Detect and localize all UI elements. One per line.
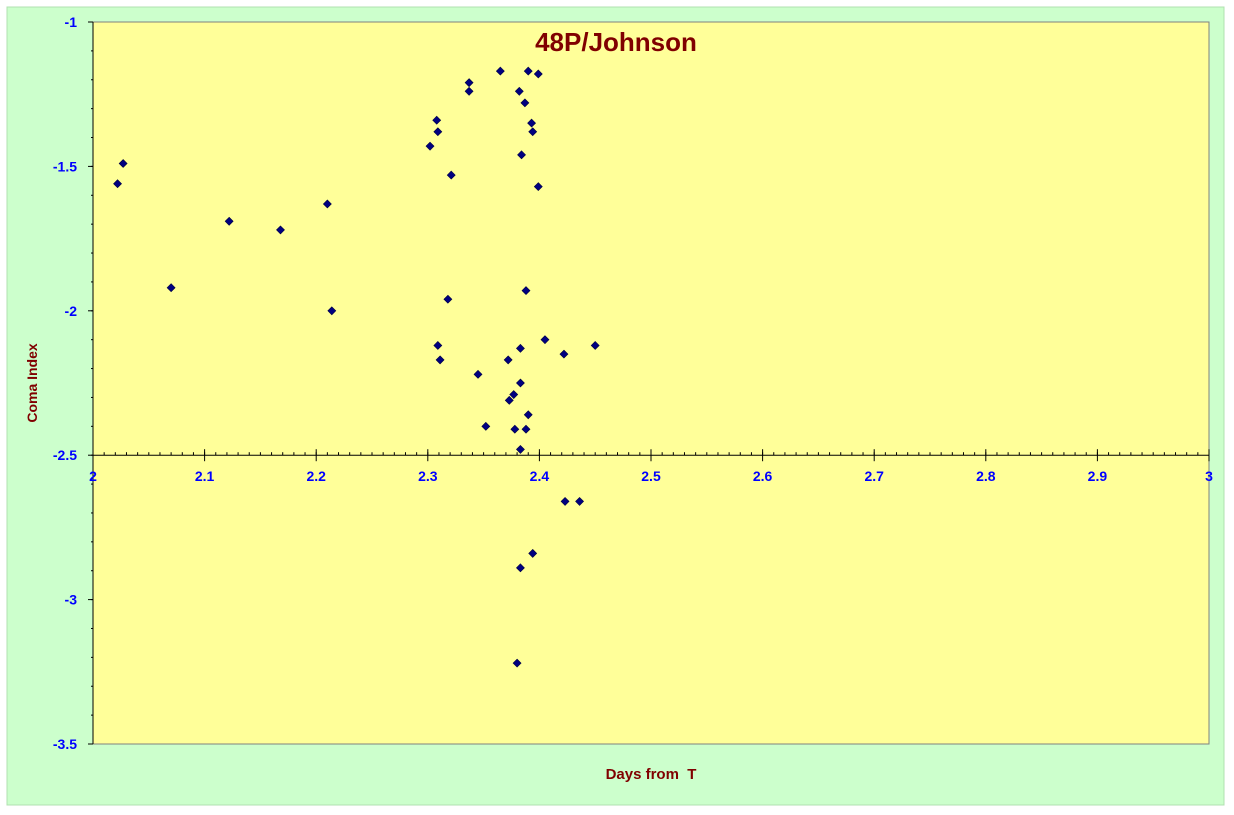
x-tick-label: 2.9 — [1088, 468, 1108, 484]
data-point — [533, 182, 543, 192]
data-point — [464, 86, 474, 96]
y-tick-label: -2 — [65, 303, 78, 319]
y-axis-title: Coma Index — [24, 343, 40, 423]
data-point — [528, 548, 538, 558]
x-tick-label: 2.2 — [306, 468, 326, 484]
x-tick-label: 3 — [1205, 468, 1213, 484]
data-point — [224, 216, 234, 226]
data-point — [425, 141, 435, 151]
data-point — [560, 496, 570, 506]
data-point — [523, 66, 533, 76]
data-point — [540, 335, 550, 345]
data-point — [473, 369, 483, 379]
x-tick-label: 2.1 — [195, 468, 215, 484]
data-point — [528, 127, 538, 137]
plot-area — [92, 21, 1210, 745]
y-tick-label: -2.5 — [53, 447, 77, 463]
y-tick-label: -3 — [65, 592, 78, 608]
data-point — [512, 658, 522, 668]
data-point — [443, 294, 453, 304]
data-point — [118, 159, 128, 168]
data-point — [464, 78, 474, 88]
data-point — [503, 355, 513, 365]
data-point — [481, 421, 491, 431]
y-tick-label: -1 — [65, 14, 78, 30]
x-tick-label: 2.3 — [418, 468, 438, 484]
x-tick-label: 2.5 — [641, 468, 661, 484]
x-tick-label: 2.4 — [530, 468, 550, 484]
data-point — [510, 424, 520, 434]
x-tick-label: 2 — [89, 468, 97, 484]
data-point — [523, 410, 533, 420]
axes-layer: -1 -1.5 -2 -2.5 -3 -3.5 2 2.1 2.2 2.3 2.4 2.5 2.6 2.7… — [53, 14, 1213, 752]
data-point — [590, 341, 600, 350]
x-tick-label: 2.6 — [753, 468, 773, 484]
chart-title: 48P/Johnson — [535, 27, 697, 57]
data-point — [432, 115, 442, 125]
x-axis-title: Days from T — [606, 766, 697, 783]
data-points-layer — [113, 66, 600, 668]
data-point — [575, 496, 585, 506]
data-point — [516, 378, 525, 388]
y-tick-label: -3.5 — [53, 736, 77, 752]
data-point — [322, 199, 332, 209]
data-point — [559, 349, 569, 359]
data-point — [514, 86, 524, 96]
data-point — [527, 118, 537, 128]
data-point — [517, 150, 526, 160]
x-tick-label: 2.8 — [976, 468, 996, 484]
data-point — [113, 179, 122, 189]
data-point — [166, 283, 176, 293]
x-tick-label: 2.7 — [864, 468, 884, 484]
y-tick-label: -1.5 — [53, 158, 77, 174]
data-point — [516, 444, 525, 454]
data-point — [495, 66, 505, 76]
data-point — [516, 343, 525, 353]
data-point — [516, 563, 525, 573]
data-point — [433, 341, 443, 350]
data-point — [520, 98, 530, 108]
data-point — [276, 225, 285, 235]
data-point — [504, 395, 514, 405]
data-point — [446, 170, 456, 180]
data-point — [435, 355, 445, 365]
data-point — [327, 306, 337, 316]
data-point — [433, 127, 443, 137]
data-point — [533, 69, 543, 79]
data-point — [509, 390, 519, 399]
data-point — [521, 286, 531, 296]
data-point — [521, 424, 531, 434]
